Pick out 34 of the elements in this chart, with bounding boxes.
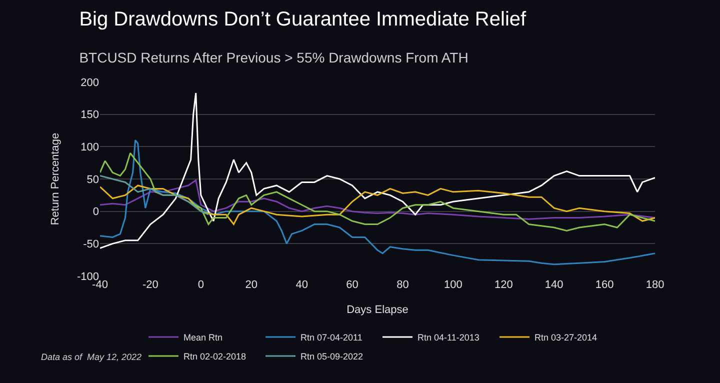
x-tick-label: 120 (494, 279, 513, 291)
x-tick-label: 80 (396, 279, 409, 291)
y-tick-label: -50 (83, 238, 99, 251)
line-series (100, 175, 210, 216)
x-tick-label: 20 (245, 279, 258, 291)
legend-label: Rtn 05-09-2022 (300, 352, 364, 362)
line-series (100, 92, 655, 249)
x-tick-label: 160 (595, 279, 614, 291)
y-axis-title: Return Percentage (50, 132, 62, 226)
x-tick-label: 100 (444, 279, 462, 291)
y-tick-label: 200 (80, 76, 99, 89)
x-tick-label: -20 (142, 279, 158, 291)
x-tick-label: 60 (346, 279, 358, 291)
y-tick-label: 0 (92, 206, 99, 218)
x-tick-label: 180 (646, 279, 664, 291)
legend-label: Mean Rtn (184, 332, 223, 343)
legend-label: Rtn 04-11-2013 (418, 332, 480, 343)
legend-label: Rtn 03-27-2014 (534, 332, 598, 343)
chart-subtitle: BTCUSD Returns After Previous > 55% Drawdowns From ATH (79, 50, 468, 66)
legend-label: Rtn 02-02-2018 (184, 352, 246, 362)
line-series (100, 180, 655, 220)
chart-title: Big Drawdowns Don’t Guarantee Immediate Relief (79, 8, 527, 30)
x-tick-label: 40 (296, 279, 308, 291)
y-tick-label: 50 (86, 174, 99, 186)
y-tick-label: 100 (80, 142, 99, 154)
x-tick-label: 0 (198, 279, 204, 291)
line-series (100, 184, 655, 226)
line-series (100, 152, 655, 232)
line-series (100, 139, 655, 266)
text: Data as of May 12, 2022 (41, 352, 142, 362)
x-axis-title: Days Elapse (346, 304, 408, 316)
x-tick-label: 140 (544, 279, 564, 291)
y-tick-label: 150 (80, 109, 99, 122)
legend-label: Rtn 07-04-2011 (300, 332, 362, 343)
